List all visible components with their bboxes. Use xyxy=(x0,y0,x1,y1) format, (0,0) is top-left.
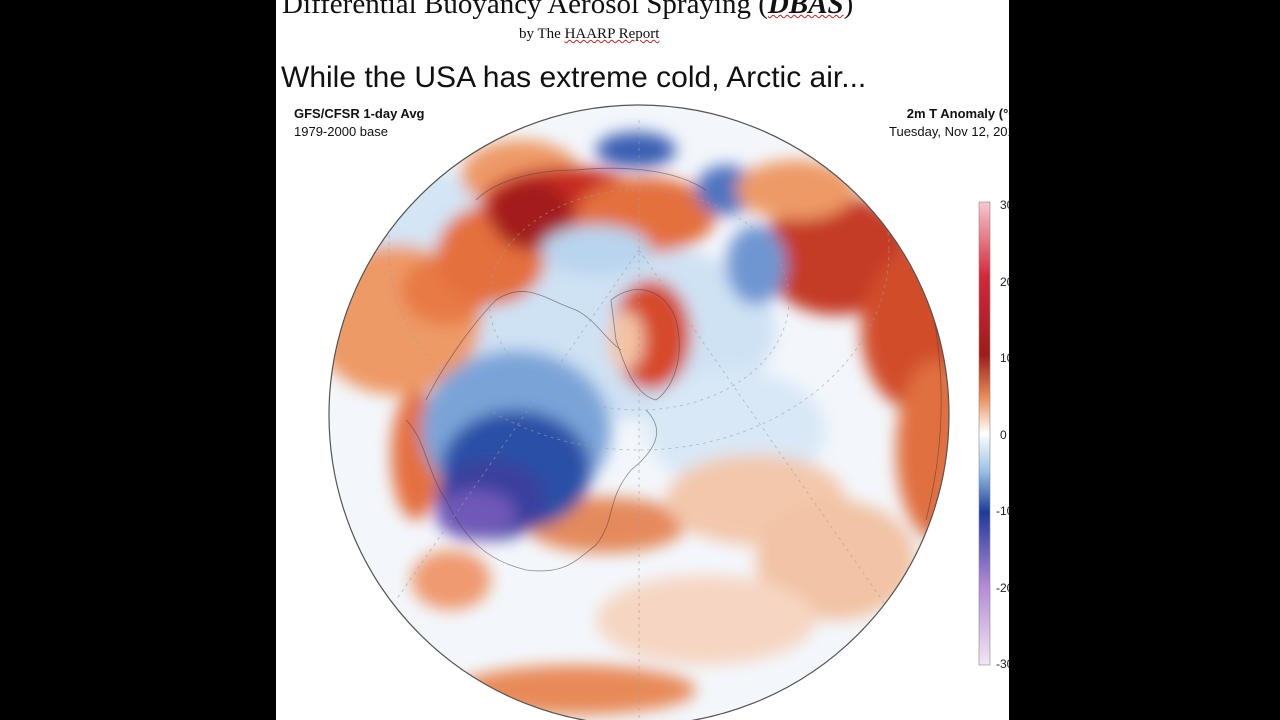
slide: Differential Buoyancy Aerosol Spraying (… xyxy=(276,0,1009,720)
date-label: Tuesday, Nov 12, 2019 xyxy=(889,124,1009,139)
anomaly-map: 30 20 10 0 -10 -20 -30 xyxy=(328,104,1009,720)
colorbar-tick: 0 xyxy=(1000,428,1007,442)
colorbar-ramp xyxy=(978,201,991,666)
slide-title: Differential Buoyancy Aerosol Spraying (… xyxy=(282,0,853,21)
model-label: GFS/CFSR 1-day Avg xyxy=(294,106,425,121)
letterbox-right xyxy=(1009,0,1280,720)
title-suffix: ) xyxy=(843,0,854,20)
variable-label: 2m T Anomaly (°C) xyxy=(906,106,1009,121)
byline: by The HAARP Report xyxy=(519,26,659,43)
anomaly-field xyxy=(329,105,949,720)
title-acronym: DBAS xyxy=(767,0,844,20)
colorbar-tick: 30 xyxy=(1000,198,1009,212)
colorbar-tick: 10 xyxy=(1000,351,1009,365)
title-prefix: Differential Buoyancy Aerosol Spraying ( xyxy=(282,0,768,20)
globe-outline xyxy=(328,104,950,720)
slide-headline: While the USA has extreme cold, Arctic a… xyxy=(281,61,867,94)
byline-prefix: by The xyxy=(519,26,565,42)
letterbox-left xyxy=(0,0,276,720)
colorbar: 30 20 10 0 -10 -20 -30 xyxy=(978,198,1009,671)
colorbar-tick: 20 xyxy=(1000,275,1009,289)
colorbar-tick: -10 xyxy=(996,504,1009,518)
baseline-label: 1979-2000 base xyxy=(294,124,388,139)
byline-source: HAARP Report xyxy=(564,26,660,42)
colorbar-tick: -20 xyxy=(996,581,1009,595)
colorbar-tick: -30 xyxy=(996,657,1009,671)
